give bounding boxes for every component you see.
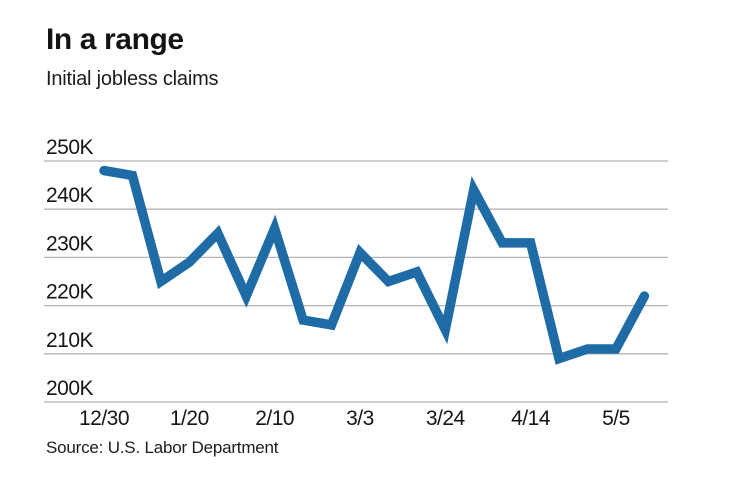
chart-title: In a range bbox=[46, 23, 184, 56]
y-tick-label: 240K bbox=[46, 184, 94, 207]
x-tick-label: 4/14 bbox=[511, 407, 551, 430]
source-note: Source: U.S. Labor Department bbox=[46, 438, 279, 457]
x-tick-label: 1/20 bbox=[170, 407, 209, 430]
x-tick-label: 12/30 bbox=[79, 407, 129, 430]
x-tick-label: 3/24 bbox=[426, 407, 466, 430]
y-tick-label: 230K bbox=[46, 232, 94, 255]
y-tick-label: 200K bbox=[46, 377, 94, 400]
x-tick-label: 2/10 bbox=[255, 407, 294, 430]
x-tick-label: 3/3 bbox=[346, 407, 374, 430]
y-tick-label: 220K bbox=[46, 281, 94, 304]
x-tick-label: 5/5 bbox=[602, 407, 630, 430]
claims-line-series bbox=[99, 165, 650, 365]
chart-subtitle: Initial jobless claims bbox=[46, 68, 219, 90]
y-tick-label: 250K bbox=[46, 136, 94, 159]
y-tick-label: 210K bbox=[46, 329, 94, 352]
